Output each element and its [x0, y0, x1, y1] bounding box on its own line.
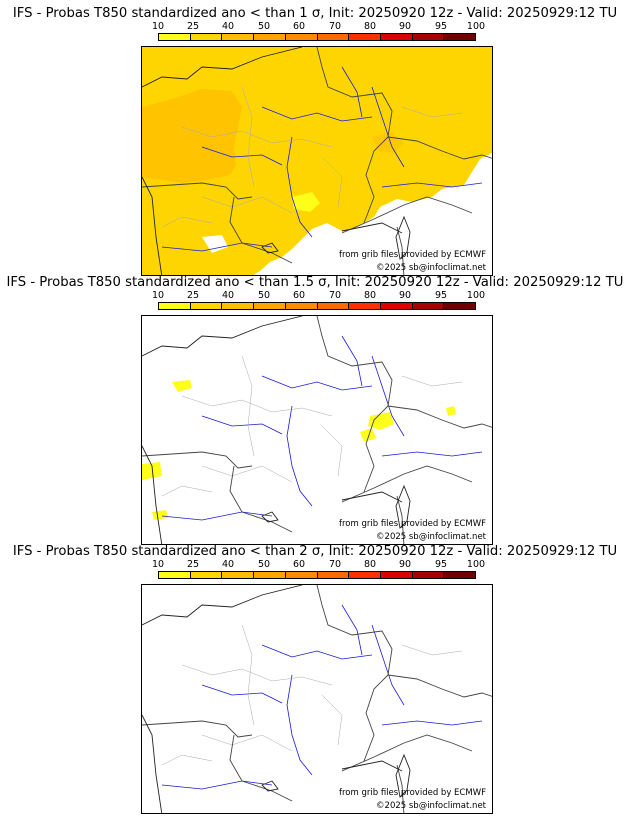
colorbar-tick: 80	[363, 559, 377, 570]
colorbar-swatch	[285, 303, 318, 309]
probability-shading	[142, 47, 492, 275]
colorbar-swatch	[285, 572, 318, 578]
rivers	[161, 66, 483, 252]
colorbar-swatch	[190, 572, 223, 578]
colorbar-swatch	[222, 303, 255, 309]
rivers	[161, 604, 483, 790]
colorbar-tick: 40	[221, 290, 235, 301]
colorbar-swatch	[349, 572, 381, 578]
colorbar-swatch	[159, 303, 191, 309]
colorbar	[158, 302, 476, 310]
colorbar-tick: 25	[186, 290, 200, 301]
colorbar-tick: 25	[186, 21, 200, 32]
colorbar-tick: 90	[398, 290, 412, 301]
coastlines	[142, 316, 411, 544]
colorbar-swatch	[254, 303, 286, 309]
colorbar-swatch	[222, 34, 255, 40]
colorbar-swatch	[412, 34, 445, 40]
colorbar	[158, 33, 476, 41]
colorbar-swatch	[349, 34, 381, 40]
colorbar-tick-labels: 10 25 40 50 60 70 80 90 95 100	[152, 290, 485, 301]
source-credit: from grib files provided by ECMWF	[339, 788, 486, 798]
copyright: ©2025 sb@infoclimat.net	[376, 801, 486, 811]
admin-borders	[161, 624, 463, 766]
colorbar-swatch	[317, 34, 350, 40]
colorbar-swatch	[190, 34, 223, 40]
colorbar-swatch	[317, 303, 350, 309]
colorbar-swatch	[380, 303, 413, 309]
colorbar-tick-labels: 10 25 40 50 60 70 80 90 95 100	[152, 559, 485, 570]
colorbar-tick: 100	[466, 559, 486, 570]
probability-map-2sigma: from grib files provided by ECMWF ©2025 …	[141, 584, 493, 814]
colorbar-tick: 95	[434, 21, 448, 32]
colorbar-tick: 100	[466, 21, 486, 32]
colorbar-tick: 100	[466, 290, 486, 301]
country-borders	[142, 585, 492, 813]
colorbar-swatch	[444, 572, 476, 578]
country-borders	[142, 316, 492, 544]
colorbar-swatch	[317, 572, 350, 578]
colorbar-tick: 50	[257, 290, 271, 301]
admin-borders	[161, 355, 463, 497]
colorbar-tick: 90	[398, 559, 412, 570]
colorbar	[158, 571, 476, 579]
colorbar-tick: 95	[434, 290, 448, 301]
source-credit: from grib files provided by ECMWF	[339, 250, 486, 260]
map-graphic	[142, 47, 492, 275]
colorbar-tick: 70	[328, 290, 342, 301]
colorbar-swatch	[349, 303, 381, 309]
colorbar-tick: 90	[398, 21, 412, 32]
colorbar-tick-labels: 10 25 40 50 60 70 80 90 95 100	[152, 21, 485, 32]
colorbar-swatch	[190, 303, 223, 309]
colorbar-tick: 70	[328, 21, 342, 32]
source-credit: from grib files provided by ECMWF	[339, 519, 486, 529]
colorbar-tick: 70	[328, 559, 342, 570]
colorbar-swatch	[254, 572, 286, 578]
panel-title: IFS - Probas T850 standardized ano < tha…	[12, 544, 618, 559]
coastlines	[142, 47, 411, 275]
colorbar-tick: 40	[221, 21, 235, 32]
admin-borders	[161, 86, 463, 228]
colorbar-tick: 80	[363, 21, 377, 32]
coastlines	[142, 585, 411, 813]
colorbar-tick: 40	[221, 559, 235, 570]
panel-title: IFS - Probas T850 standardized ano < tha…	[12, 6, 618, 21]
colorbar-tick: 50	[257, 559, 271, 570]
colorbar-swatch	[159, 34, 191, 40]
colorbar-tick: 25	[186, 559, 200, 570]
colorbar-swatch	[412, 303, 445, 309]
colorbar-swatch	[159, 572, 191, 578]
panel-title: IFS - Probas T850 standardized ano < tha…	[6, 275, 624, 290]
colorbar-swatch	[222, 572, 255, 578]
colorbar-swatch	[380, 572, 413, 578]
colorbar-swatch	[444, 34, 476, 40]
colorbar-tick: 95	[434, 559, 448, 570]
probability-map-1sigma: from grib files provided by ECMWF ©2025 …	[141, 46, 493, 276]
colorbar-tick: 80	[363, 290, 377, 301]
colorbar-swatch	[444, 303, 476, 309]
colorbar-tick: 60	[292, 21, 306, 32]
colorbar-swatch	[380, 34, 413, 40]
panel-3: IFS - Probas T850 standardized ano < tha…	[0, 544, 630, 814]
panel-1: IFS - Probas T850 standardized ano < tha…	[0, 6, 630, 276]
copyright: ©2025 sb@infoclimat.net	[376, 532, 486, 542]
colorbar-tick: 60	[292, 290, 306, 301]
colorbar-swatch	[285, 34, 318, 40]
colorbar-swatch	[412, 572, 445, 578]
colorbar-tick: 50	[257, 21, 271, 32]
colorbar-tick: 10	[151, 559, 165, 570]
rivers	[161, 335, 483, 521]
map-graphic	[142, 316, 492, 544]
colorbar-tick: 60	[292, 559, 306, 570]
colorbar-swatch	[254, 34, 286, 40]
map-graphic	[142, 585, 492, 813]
colorbar-tick: 10	[151, 21, 165, 32]
panel-2: IFS - Probas T850 standardized ano < tha…	[0, 275, 630, 545]
country-borders	[142, 47, 492, 275]
copyright: ©2025 sb@infoclimat.net	[376, 263, 486, 273]
probability-map-1p5sigma: from grib files provided by ECMWF ©2025 …	[141, 315, 493, 545]
probability-shading	[142, 380, 456, 520]
colorbar-tick: 10	[151, 290, 165, 301]
